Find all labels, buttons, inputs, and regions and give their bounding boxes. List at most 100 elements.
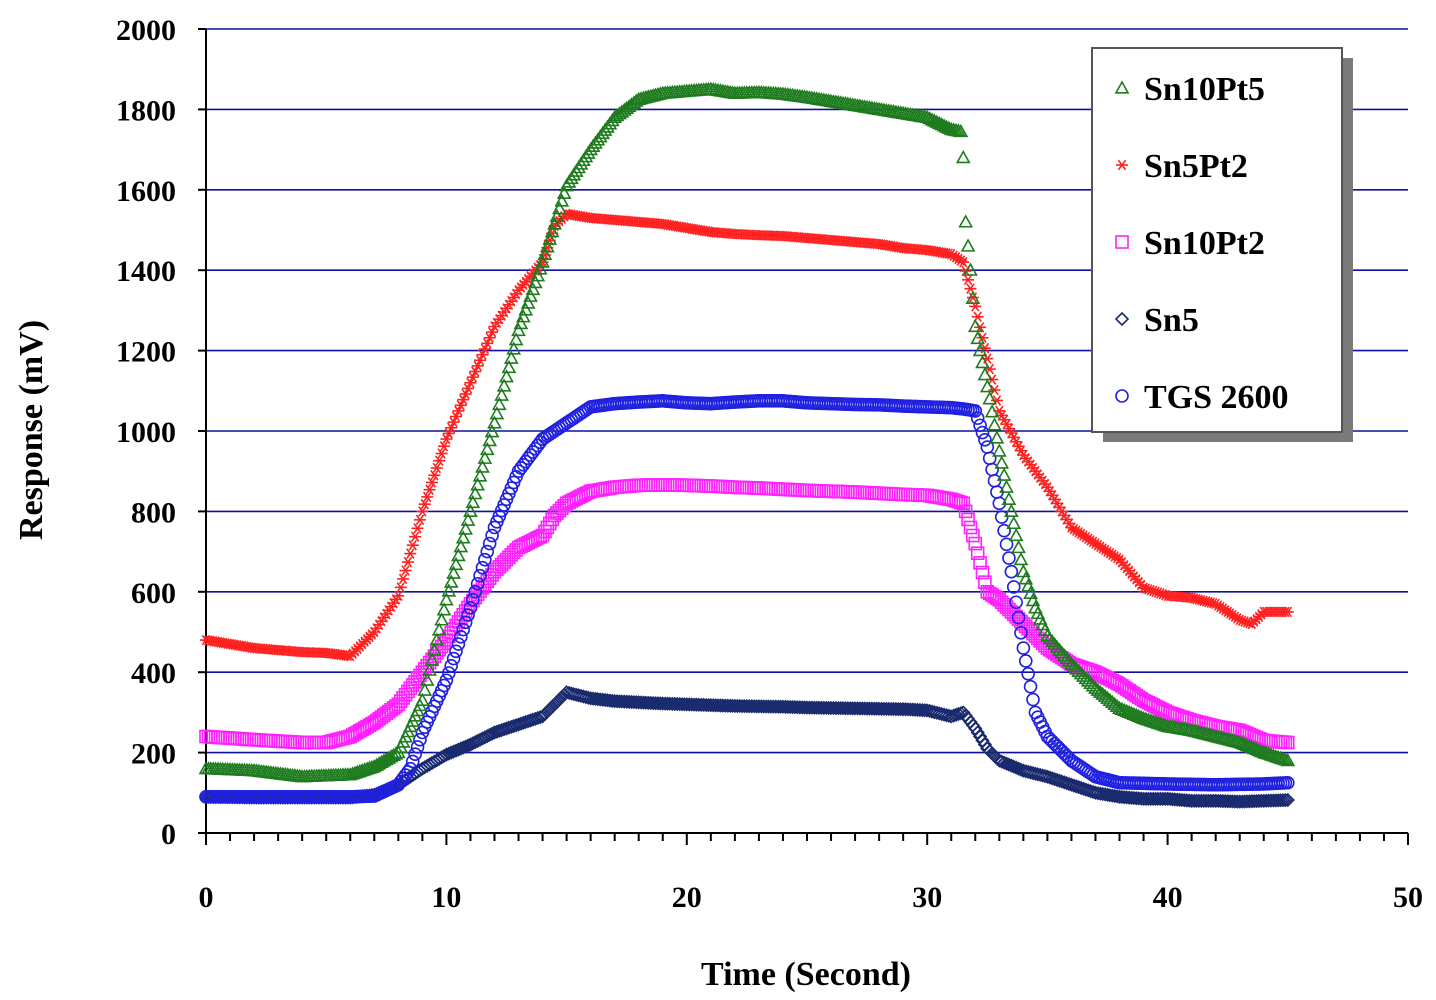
- x-tick-label: 20: [672, 881, 702, 914]
- data-point: [1006, 515, 1022, 530]
- legend: Sn10Pt5 Sn5Pt2 Sn10Pt2 Sn5 TGS 2600: [1091, 47, 1353, 442]
- data-point: [961, 512, 975, 527]
- data-point: [485, 528, 499, 543]
- data-point: [456, 607, 471, 622]
- data-point: [1014, 626, 1028, 640]
- data-point: [996, 467, 1012, 481]
- data-point: [994, 754, 1009, 769]
- data-point: [447, 416, 460, 428]
- data-point: [450, 411, 463, 422]
- data-point: [1083, 784, 1098, 799]
- data-point: [440, 433, 453, 445]
- data-point: [957, 256, 970, 268]
- data-point: [1023, 624, 1038, 638]
- legend-marker-triangle: [1114, 80, 1130, 94]
- x-tick-label: 0: [199, 881, 214, 914]
- data-point: [469, 366, 482, 377]
- data-point: [470, 576, 485, 591]
- y-tick-label: 1800: [116, 94, 176, 127]
- data-point: [994, 455, 1010, 469]
- data-point: [542, 231, 558, 245]
- data-point: [532, 261, 548, 275]
- data-point: [411, 523, 424, 534]
- data-point: [473, 568, 487, 583]
- series-sn10pt5: [198, 81, 1296, 783]
- data-point: [499, 369, 514, 383]
- data-point: [537, 246, 553, 261]
- data-point: [1011, 761, 1026, 776]
- data-point: [497, 555, 511, 569]
- data-point: [988, 384, 1001, 396]
- data-point: [1006, 759, 1021, 774]
- y-tick-label: 400: [131, 657, 176, 690]
- data-point: [1097, 688, 1113, 702]
- data-point: [399, 565, 412, 576]
- data-point: [1066, 658, 1082, 673]
- data-point: [441, 583, 457, 597]
- data-point: [992, 753, 1007, 768]
- data-point: [1061, 776, 1077, 792]
- data-point: [433, 455, 446, 467]
- data-point: [1001, 491, 1017, 505]
- data-point: [484, 726, 500, 741]
- data-point: [499, 552, 514, 567]
- data-point: [994, 595, 1009, 610]
- data-point: [1002, 602, 1016, 617]
- data-point: [491, 396, 507, 411]
- data-point: [457, 394, 470, 405]
- data-point: [978, 342, 991, 354]
- data-point: [1059, 776, 1074, 791]
- data-point: [1280, 752, 1296, 767]
- data-point: [987, 417, 1002, 431]
- data-point: [955, 149, 971, 164]
- data-point: [436, 602, 452, 616]
- data-point: [547, 216, 562, 230]
- data-point: [481, 338, 494, 349]
- data-point: [1028, 629, 1043, 643]
- data-point: [508, 332, 524, 346]
- data-point: [1054, 774, 1069, 789]
- legend-label: Sn10Pt5: [1144, 71, 1265, 108]
- data-point: [418, 498, 431, 510]
- data-point: [556, 185, 572, 200]
- data-point: [1071, 663, 1087, 677]
- data-point: [467, 486, 483, 500]
- y-tick-label: 800: [131, 496, 176, 529]
- data-point: [1073, 666, 1089, 680]
- data-point: [975, 355, 990, 369]
- data-point: [626, 95, 642, 109]
- data-point: [477, 730, 492, 745]
- data-point: [1104, 694, 1120, 708]
- data-point: [1064, 777, 1079, 792]
- data-point: [1003, 503, 1019, 518]
- data-point: [478, 343, 491, 355]
- legend-marker-square: [1115, 235, 1129, 249]
- data-point: [458, 615, 473, 630]
- data-point: [526, 533, 540, 548]
- tick-labels: 0 200 400 600 800 1000 1200 1400 1600 1800 2000 0 10…: [116, 14, 1423, 914]
- data-point: [1008, 527, 1024, 542]
- data-point: [451, 547, 466, 562]
- data-point: [999, 479, 1014, 493]
- data-point: [454, 630, 468, 644]
- data-point: [441, 746, 456, 761]
- data-point: [448, 743, 464, 758]
- data-point: [489, 406, 505, 420]
- data-point: [484, 424, 500, 438]
- data-point: [535, 254, 550, 268]
- data-point: [446, 565, 461, 579]
- data-point: [1013, 762, 1029, 777]
- data-point: [444, 658, 459, 673]
- data-point: [487, 415, 502, 429]
- data-point: [1042, 770, 1057, 785]
- data-point: [446, 744, 461, 759]
- data-point: [554, 193, 570, 207]
- data-point: [538, 524, 552, 539]
- data-point: [972, 342, 988, 357]
- data-point: [463, 601, 478, 615]
- data-point: [1076, 781, 1091, 796]
- data-point: [463, 503, 478, 518]
- data-point: [977, 367, 993, 381]
- data-point: [1078, 670, 1094, 685]
- data-point: [515, 309, 531, 323]
